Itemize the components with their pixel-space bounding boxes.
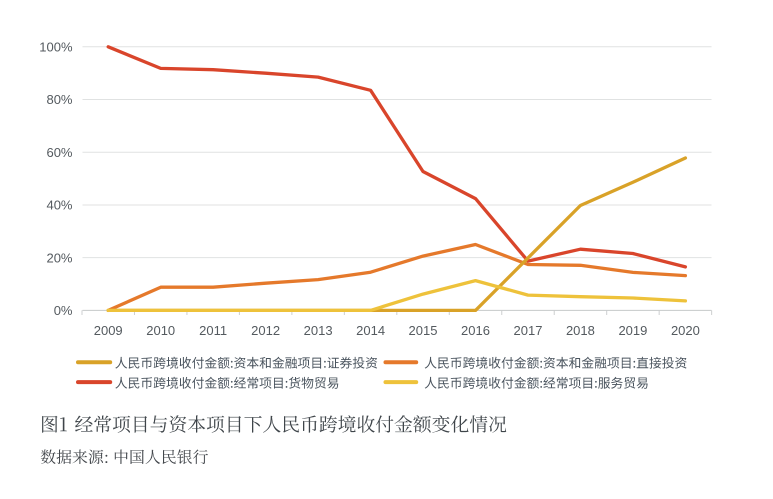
svg-text:80%: 80%	[46, 92, 72, 107]
svg-text:60%: 60%	[46, 145, 72, 160]
svg-text:2020: 2020	[671, 323, 700, 338]
svg-text:2017: 2017	[514, 323, 543, 338]
svg-text:2011: 2011	[199, 323, 227, 338]
svg-text:2018: 2018	[566, 323, 595, 338]
svg-text:2012: 2012	[251, 323, 280, 338]
svg-text:100%: 100%	[39, 39, 73, 54]
svg-text:0%: 0%	[54, 303, 73, 318]
svg-text:2019: 2019	[618, 323, 647, 338]
svg-text:40%: 40%	[46, 198, 72, 213]
svg-text:2009: 2009	[94, 323, 123, 338]
svg-text:2014: 2014	[356, 323, 385, 338]
svg-text:20%: 20%	[46, 250, 72, 265]
svg-text:2013: 2013	[304, 323, 333, 338]
svg-text:2016: 2016	[461, 323, 490, 338]
svg-text:2010: 2010	[146, 323, 175, 338]
svg-text:2015: 2015	[409, 323, 438, 338]
